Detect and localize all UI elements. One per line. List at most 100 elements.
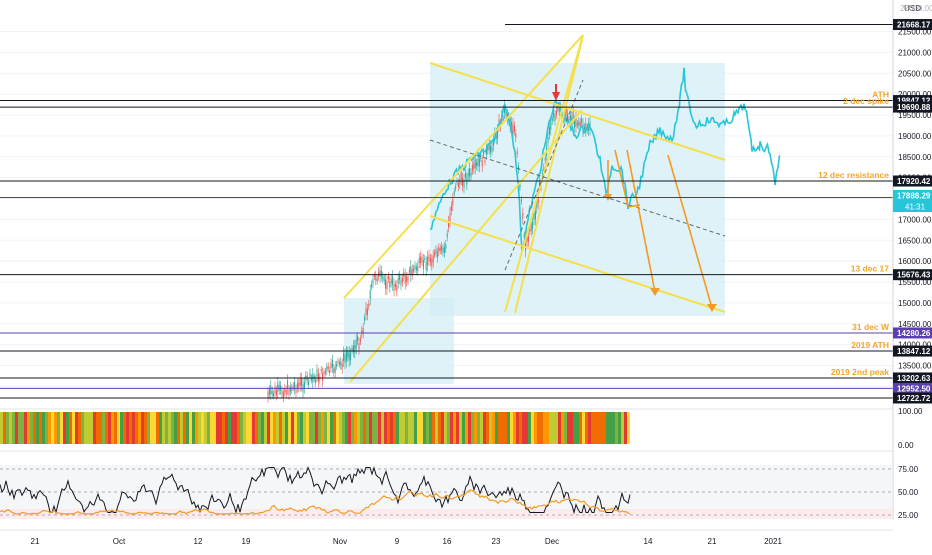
- heat-cell: [33, 412, 36, 444]
- candle-body: [442, 248, 444, 253]
- heat-cell: [54, 412, 57, 444]
- candle-body: [354, 345, 356, 353]
- heatmap-indicator: [0, 412, 630, 444]
- candle-body: [277, 383, 279, 392]
- candle-body: [565, 108, 567, 114]
- candle-body: [334, 366, 336, 373]
- candle-body: [515, 133, 517, 138]
- level-note: 2019 2nd peak: [831, 367, 889, 377]
- candle-body: [337, 360, 339, 364]
- oscillator-levels: [0, 468, 893, 516]
- spike-marker-arrow-icon: [552, 92, 560, 101]
- level-price-label: 19690.88: [897, 103, 931, 112]
- price-tick-label: 21500.00: [898, 28, 932, 37]
- heat-cell: [576, 412, 579, 444]
- time-tick-label: 9: [395, 537, 400, 546]
- heat-cell: [45, 412, 48, 444]
- heat-cell: [36, 412, 39, 444]
- heat-cell: [495, 412, 498, 444]
- candle-body: [390, 278, 392, 284]
- candle-body: [400, 279, 402, 286]
- heat-cell: [516, 412, 519, 444]
- candle-body: [485, 148, 487, 155]
- oscillator-band: [0, 465, 893, 511]
- candle-body: [331, 360, 333, 368]
- heat-cell: [105, 412, 108, 444]
- heat-cell: [438, 412, 441, 444]
- heat-cell: [132, 412, 135, 444]
- heat-cell: [540, 412, 543, 444]
- candle-body: [294, 382, 296, 390]
- heat-cell: [27, 412, 30, 444]
- heat-cell: [357, 412, 360, 444]
- heat-cell: [246, 412, 249, 444]
- heat-cell: [252, 412, 255, 444]
- candle-body: [483, 151, 485, 155]
- heat-cell: [396, 412, 399, 444]
- heat-cell: [597, 412, 600, 444]
- candle-body: [456, 180, 458, 183]
- heat-cell: [165, 412, 168, 444]
- heat-cell: [492, 412, 495, 444]
- heat-cell: [288, 412, 291, 444]
- level-price-tag: [893, 269, 932, 281]
- heat-cell: [264, 412, 267, 444]
- heat-cell: [276, 412, 279, 444]
- candle-body: [406, 276, 408, 282]
- heat-cell: [405, 412, 408, 444]
- heat-cell: [138, 412, 141, 444]
- candle-body: [365, 307, 367, 315]
- oscillator-oversold-band: [0, 509, 893, 519]
- heat-cell: [570, 412, 573, 444]
- candle-body: [554, 114, 556, 121]
- arrowhead-4: [707, 304, 717, 312]
- heat-cell: [471, 412, 474, 444]
- candle-body: [460, 172, 462, 180]
- candle-body: [404, 275, 406, 284]
- level-price-tag: [893, 19, 932, 31]
- candle-body: [348, 352, 350, 361]
- candle-body: [343, 352, 345, 361]
- heat-cell: [297, 412, 300, 444]
- heat-cell: [18, 412, 21, 444]
- heat-cell: [474, 412, 477, 444]
- heat-cell: [375, 412, 378, 444]
- candle-body: [543, 167, 545, 170]
- candle-body: [530, 224, 532, 232]
- heat-cell: [423, 412, 426, 444]
- time-tick-label: Dec: [545, 537, 559, 546]
- heat-cell: [243, 412, 246, 444]
- heat-cell: [519, 412, 522, 444]
- candle-body: [537, 194, 539, 204]
- heat-cell: [444, 412, 447, 444]
- heat-cell: [360, 412, 363, 444]
- candle-body: [295, 388, 297, 393]
- candle-body: [310, 377, 312, 381]
- candle-body: [320, 369, 322, 372]
- candle-body: [393, 283, 395, 291]
- heat-cell: [177, 412, 180, 444]
- candle-body: [432, 255, 434, 263]
- candle-body: [299, 378, 301, 386]
- level-price-tag: [893, 327, 932, 339]
- heat-cell: [600, 412, 603, 444]
- time-axis[interactable]: 21 Oct 12 19 Nov 9 16 23 Dec 14 21 2021: [31, 537, 783, 546]
- currency-label[interactable]: USD: [904, 4, 921, 13]
- candle-body: [288, 389, 290, 395]
- candle-body: [347, 351, 349, 358]
- candle-body: [376, 278, 378, 282]
- candle-body: [471, 165, 473, 171]
- candle-body: [455, 185, 457, 189]
- heat-cell: [318, 412, 321, 444]
- descending-channel-top: [429, 62, 726, 161]
- candle-body: [291, 387, 293, 391]
- candle-body: [470, 172, 472, 177]
- candle-body: [329, 370, 331, 373]
- candle-body: [351, 348, 353, 351]
- candle-body: [301, 378, 303, 386]
- heat-cell: [174, 412, 177, 444]
- candle-body: [383, 277, 385, 282]
- candle-body: [550, 121, 552, 130]
